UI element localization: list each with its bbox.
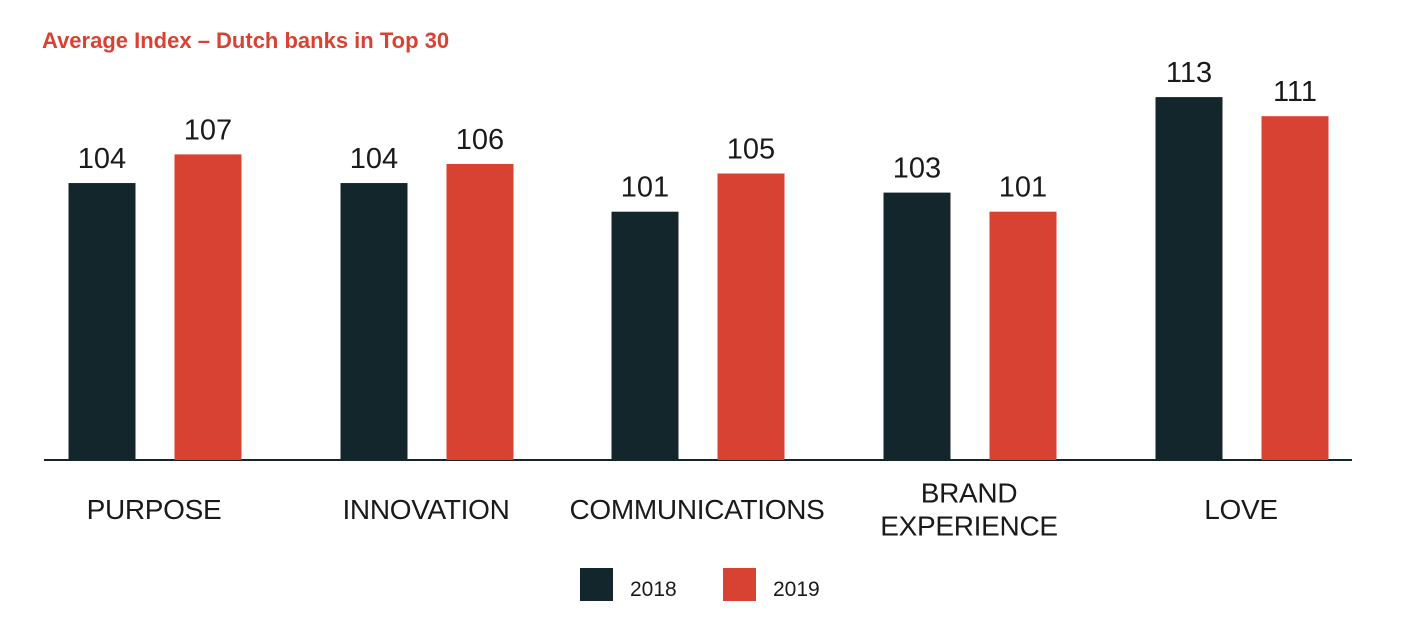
category-label-purpose: PURPOSE bbox=[87, 494, 222, 525]
bar-2018-love bbox=[1155, 97, 1223, 460]
bar-2018-purpose bbox=[68, 183, 136, 461]
category-label-love: LOVE bbox=[1204, 494, 1278, 525]
bars-layer bbox=[68, 97, 1329, 461]
value-label-2019-purpose: 107 bbox=[184, 114, 232, 146]
value-label-2018-brand-experience: 103 bbox=[893, 153, 941, 185]
value-label-2018-love: 113 bbox=[1166, 57, 1212, 89]
value-label-2019-brand-experience: 101 bbox=[999, 172, 1047, 204]
chart-title: Average Index – Dutch banks in Top 30 bbox=[42, 28, 450, 53]
bar-2018-brand-experience bbox=[883, 192, 951, 460]
legend: 2018 2019 bbox=[580, 568, 820, 601]
legend-swatch-2019 bbox=[723, 568, 756, 601]
bar-2018-innovation bbox=[340, 183, 408, 461]
category-label-brand-experience: BRAND EXPERIENCE bbox=[880, 478, 1058, 542]
bar-2019-purpose bbox=[174, 154, 242, 460]
value-label-2019-communications: 105 bbox=[727, 134, 775, 166]
bar-2019-love bbox=[1261, 116, 1329, 460]
category-labels-layer: PURPOSE INNOVATION COMMUNICATIONS BRAND EXPE… bbox=[87, 478, 1278, 542]
value-label-2019-love: 111 bbox=[1273, 76, 1317, 108]
bar-2019-communications bbox=[717, 173, 785, 460]
legend-label-2018: 2018 bbox=[630, 578, 677, 601]
value-label-2018-innovation: 104 bbox=[350, 143, 398, 175]
value-label-2019-innovation: 106 bbox=[456, 124, 504, 156]
value-label-2018-purpose: 104 bbox=[78, 143, 126, 175]
legend-label-2019: 2019 bbox=[773, 578, 820, 601]
value-labels-layer: 104 107 104 106 101 105 103 101 113 111 bbox=[78, 57, 1317, 204]
legend-swatch-2018 bbox=[580, 568, 613, 601]
category-label-communications: COMMUNICATIONS bbox=[569, 494, 824, 525]
value-label-2018-communications: 101 bbox=[621, 172, 669, 204]
bar-2019-brand-experience bbox=[989, 211, 1057, 460]
category-label-innovation: INNOVATION bbox=[342, 494, 509, 525]
bar-2019-innovation bbox=[446, 163, 514, 460]
bar-2018-communications bbox=[611, 211, 679, 460]
